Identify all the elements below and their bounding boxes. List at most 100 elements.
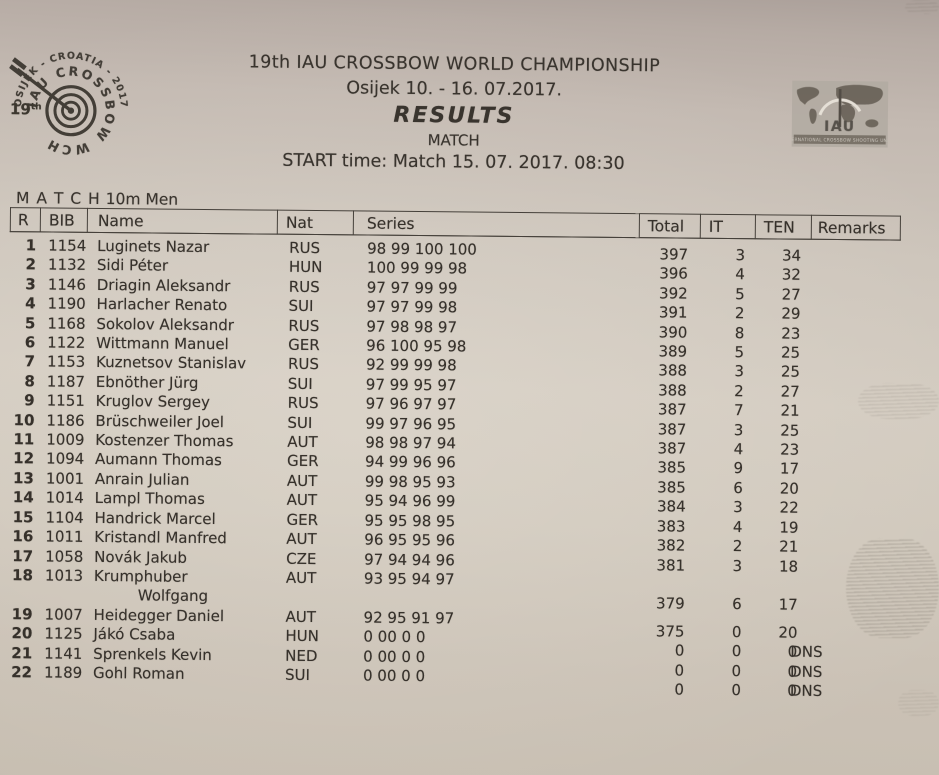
name-cell: Kristandl Manfred [94,528,227,548]
it-cell: 4 [735,265,745,284]
name-cell: Harlacher Renato [96,295,228,315]
nation-cell: RUS [288,316,320,335]
bib-cell: 1104 [45,508,84,527]
it-cell: 4 [732,517,743,536]
it-cell: 7 [733,401,744,420]
bib-cell: 1125 [44,624,83,643]
nation-cell: RUS [287,355,320,374]
rank-cell: 21 [11,643,33,662]
series-cell: 0 00 0 0 [363,647,426,666]
bib-cell: 1013 [44,566,84,585]
it-cell: 3 [732,556,743,575]
bib-cell: 1001 [45,469,85,488]
series-cell: 93 95 94 97 [363,569,455,589]
series-cell: 0 00 0 0 [362,666,426,686]
total-cell: 382 [656,536,686,555]
name-cell: Kostenzer Thomas [95,430,234,451]
name-cell: Handrick Marcel [94,508,216,528]
name-cell: Sokolov Aleksandr [96,314,235,334]
nation-cell: SUI [288,297,314,316]
rank-cell: 15 [12,507,34,527]
it-cell: 0 [731,642,742,661]
total-cell: 388 [658,361,688,381]
ten-cell: 20 [779,479,799,498]
total-cell: 384 [656,497,686,516]
iau-acronym: IAU [824,119,856,135]
rank-cell: 13 [12,469,34,488]
name-cell: Novák Jakub [94,547,188,567]
rank-cell: 2 [25,255,37,274]
it-cell: 3 [734,362,745,381]
bib-cell: 1190 [47,294,86,314]
nation-cell: CZE [286,549,317,568]
remarks-cell [810,324,899,344]
arrow-icon [8,57,72,113]
bib-cell: 1168 [47,314,86,333]
col-header-total: Total [639,213,701,239]
remarks-cell [809,441,898,461]
masthead: OSIJEK - CROATIA - 2017 IAU CROSSBOW WCH… [0,0,939,204]
remarks-cell [810,363,899,383]
it-cell: 3 [733,420,744,439]
rank-cell: 7 [24,352,36,371]
rank-cell: 9 [24,391,35,410]
ten-cell: 19 [779,518,799,537]
nation-cell: NED [285,646,318,665]
remarks-cell [810,305,899,325]
rank-cell: 1 [25,236,37,255]
nation-cell: AUT [285,568,317,587]
bib-cell: 1186 [46,411,85,430]
remarks-cell [808,518,897,538]
rank-cell: 5 [24,313,36,332]
remarks-cell [811,242,900,267]
total-cell: 388 [658,381,687,400]
nation-cell: GER [286,510,319,529]
rank-cell: 20 [11,624,33,643]
series-cell: 97 97 99 98 [366,297,458,317]
total-cell: 385 [657,478,686,497]
bib-cell: 1154 [48,236,87,255]
it-cell: 3 [735,246,746,265]
nation-cell: AUT [285,607,317,626]
rank-cell: 17 [12,546,34,565]
col-header-bib: BIB [40,207,88,233]
remarks-cell [809,499,898,519]
edition-label: 19th [10,100,42,118]
name-cell: Lampl Thomas [94,489,205,509]
ten-cell: 23 [780,440,800,459]
rank-cell: 19 [11,604,33,624]
results-body: 1 1154 Luginets Nazar RUS 98 99 100 100 … [6,232,900,700]
bib-cell: 1151 [46,391,85,411]
ten-cell: 18 [778,557,799,576]
col-header-series: Series [353,210,640,238]
total-cell: 0 [674,661,685,680]
it-cell: 0 [731,661,742,680]
total-cell: 375 [655,622,685,641]
iau-union-logo-icon: IAU INTERNATIONAL CROSSBOW SHOOTING UNIO… [792,80,889,148]
nation-cell: HUN [288,258,323,277]
rank-cell: 8 [24,372,35,391]
name-cell: Brüschweiler Joel [95,411,225,431]
name-cell: Gohl Roman [92,663,185,683]
results-table: R BIB Name Nat Series Total IT TEN Remar… [5,207,901,700]
col-header-ten: TEN [755,214,812,240]
name-cell: Wittmann Manuel [96,333,229,354]
remarks-cell [809,421,898,441]
total-cell: 381 [656,555,686,575]
bib-cell: 1058 [45,546,84,566]
series-cell: 0 00 0 0 [363,627,426,647]
it-cell: 2 [734,304,745,323]
total-cell: 0 [674,680,684,699]
ten-cell: 32 [781,265,801,285]
it-cell: 6 [733,478,743,498]
series-cell: 97 94 94 96 [364,550,455,569]
series-cell: 100 99 99 98 [366,258,468,278]
col-header-rank: R [10,207,41,232]
ten-cell: 23 [781,324,801,343]
it-cell: 8 [734,323,745,342]
nation-cell: GER [286,452,319,471]
name-cell: Jákó Csaba [93,625,176,644]
remarks-cell [810,383,899,403]
name-cell: Ebnöther Jürg [95,372,199,392]
name-cell: Kruglov Sergey [95,392,211,412]
